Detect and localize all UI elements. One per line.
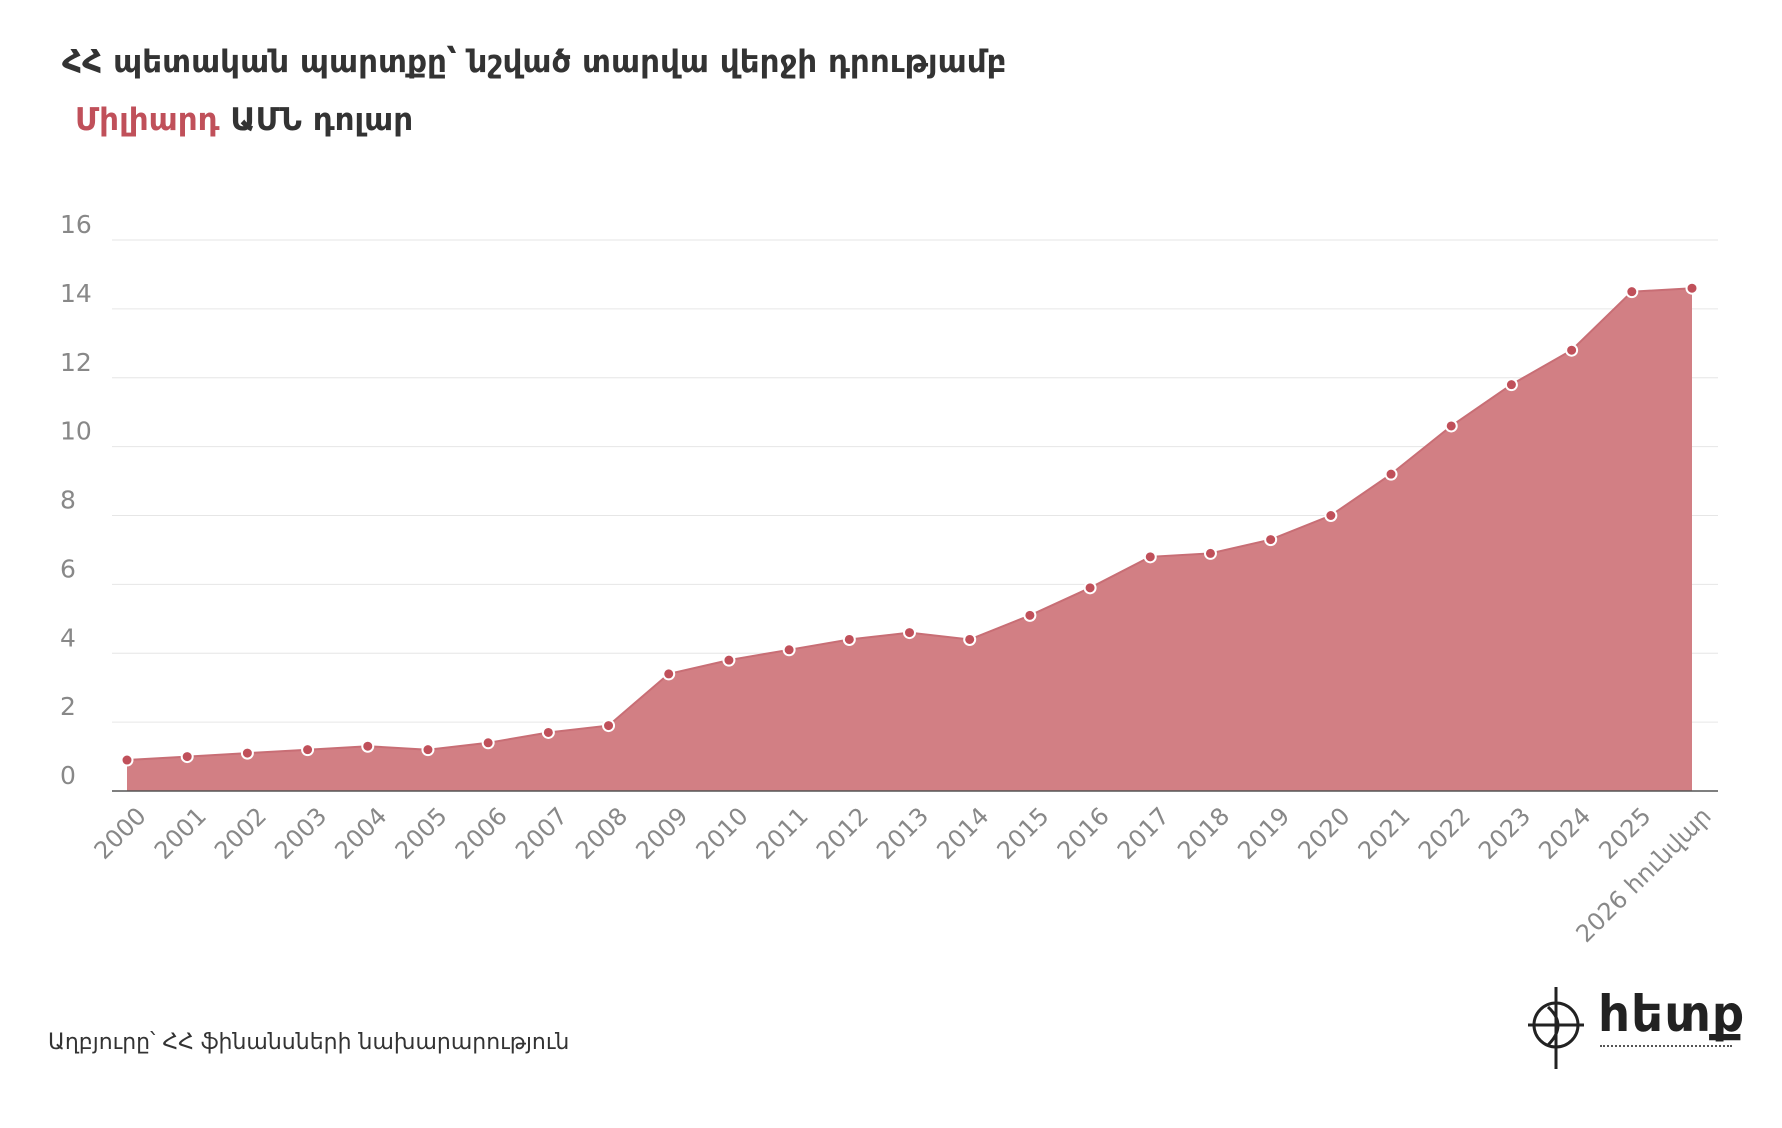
x-tick-label: 2020 bbox=[1293, 802, 1356, 865]
x-tick-label: 2005 bbox=[390, 802, 453, 865]
x-tick-label: 2019 bbox=[1232, 802, 1295, 865]
x-tick-label: 2011 bbox=[751, 802, 814, 865]
data-point bbox=[602, 719, 616, 733]
x-tick-label: 2006 bbox=[450, 802, 513, 865]
data-points bbox=[120, 281, 1699, 767]
y-tick-label: 14 bbox=[60, 279, 92, 308]
data-point bbox=[1083, 581, 1097, 595]
source-note: Աղբյուրը՝ ՀՀ ֆինանսների նախարարություն bbox=[48, 1030, 570, 1055]
logo-tagline-mark bbox=[1600, 1045, 1732, 1051]
x-tick-label: 2003 bbox=[269, 802, 332, 865]
x-tick-label: 2023 bbox=[1473, 802, 1536, 865]
y-tick-label: 8 bbox=[60, 486, 76, 515]
data-point bbox=[1203, 546, 1217, 560]
x-tick-label: 2009 bbox=[630, 802, 693, 865]
x-tick-label: 2017 bbox=[1112, 802, 1175, 865]
data-point bbox=[722, 653, 736, 667]
data-point bbox=[1384, 467, 1398, 481]
y-axis-ticks: 0 2 4 6 8 10 12 14 16 bbox=[60, 210, 92, 790]
publisher-logo: հետք bbox=[1528, 983, 1744, 1073]
y-tick-label: 10 bbox=[60, 417, 92, 446]
area-fill bbox=[127, 288, 1692, 791]
data-point bbox=[1504, 378, 1518, 392]
data-point bbox=[1565, 343, 1579, 357]
x-tick-label: 2018 bbox=[1172, 802, 1235, 865]
x-tick-label: 2021 bbox=[1353, 802, 1416, 865]
y-tick-label: 0 bbox=[60, 761, 76, 790]
data-point bbox=[903, 626, 916, 640]
subtitle-unit-accent: Միլիարդ bbox=[75, 102, 220, 138]
x-tick-label: 2007 bbox=[510, 802, 573, 865]
data-point bbox=[541, 725, 555, 739]
logo-emblem-icon bbox=[1528, 987, 1584, 1069]
x-tick-label: 2008 bbox=[570, 802, 633, 865]
y-tick-label: 2 bbox=[60, 692, 76, 721]
data-point bbox=[481, 736, 495, 750]
y-tick-label: 6 bbox=[60, 554, 76, 583]
x-tick-label: 2010 bbox=[691, 802, 754, 865]
data-point bbox=[1023, 608, 1037, 622]
x-tick-label: 2004 bbox=[329, 802, 392, 865]
data-point bbox=[301, 743, 315, 757]
chart-title: ՀՀ պետական պարտքը՝ նշված տարվա վերջի դրո… bbox=[62, 44, 1007, 80]
logo-text: հետք bbox=[1598, 985, 1746, 1043]
data-point bbox=[240, 746, 254, 760]
x-tick-label: 2000 bbox=[89, 802, 152, 865]
data-point bbox=[782, 643, 796, 657]
data-point bbox=[1685, 281, 1699, 295]
data-point bbox=[1444, 419, 1458, 433]
y-tick-label: 12 bbox=[60, 348, 92, 377]
data-point bbox=[421, 743, 435, 757]
chart-subtitle: Միլիարդ ԱՄՆ դոլար bbox=[75, 102, 413, 138]
data-point bbox=[1625, 285, 1639, 299]
x-tick-label: 2024 bbox=[1533, 802, 1596, 865]
data-point bbox=[120, 753, 134, 767]
data-point bbox=[1324, 509, 1338, 522]
data-point bbox=[662, 667, 676, 681]
x-tick-label: 2015 bbox=[992, 802, 1055, 865]
data-point bbox=[1143, 550, 1157, 564]
x-tick-label: 2002 bbox=[209, 802, 272, 865]
x-axis-ticks: 2000200120022003200420052006200720082009… bbox=[89, 802, 1717, 948]
x-tick-label: 2012 bbox=[811, 802, 874, 865]
x-tick-label: 2014 bbox=[931, 802, 994, 865]
y-tick-label: 4 bbox=[60, 623, 76, 652]
x-tick-label: 2022 bbox=[1413, 802, 1476, 865]
x-tick-label: 2001 bbox=[149, 802, 212, 865]
data-point bbox=[361, 739, 375, 753]
data-point bbox=[963, 632, 977, 646]
data-point bbox=[180, 750, 194, 764]
x-tick-label: 2016 bbox=[1052, 802, 1115, 865]
area-series bbox=[126, 287, 1693, 791]
y-tick-label: 16 bbox=[60, 210, 92, 239]
subtitle-unit-rest: ԱՄՆ դոլար bbox=[230, 102, 414, 138]
data-point bbox=[1264, 533, 1278, 547]
x-tick-label: 2013 bbox=[871, 802, 934, 865]
data-point bbox=[842, 632, 856, 646]
